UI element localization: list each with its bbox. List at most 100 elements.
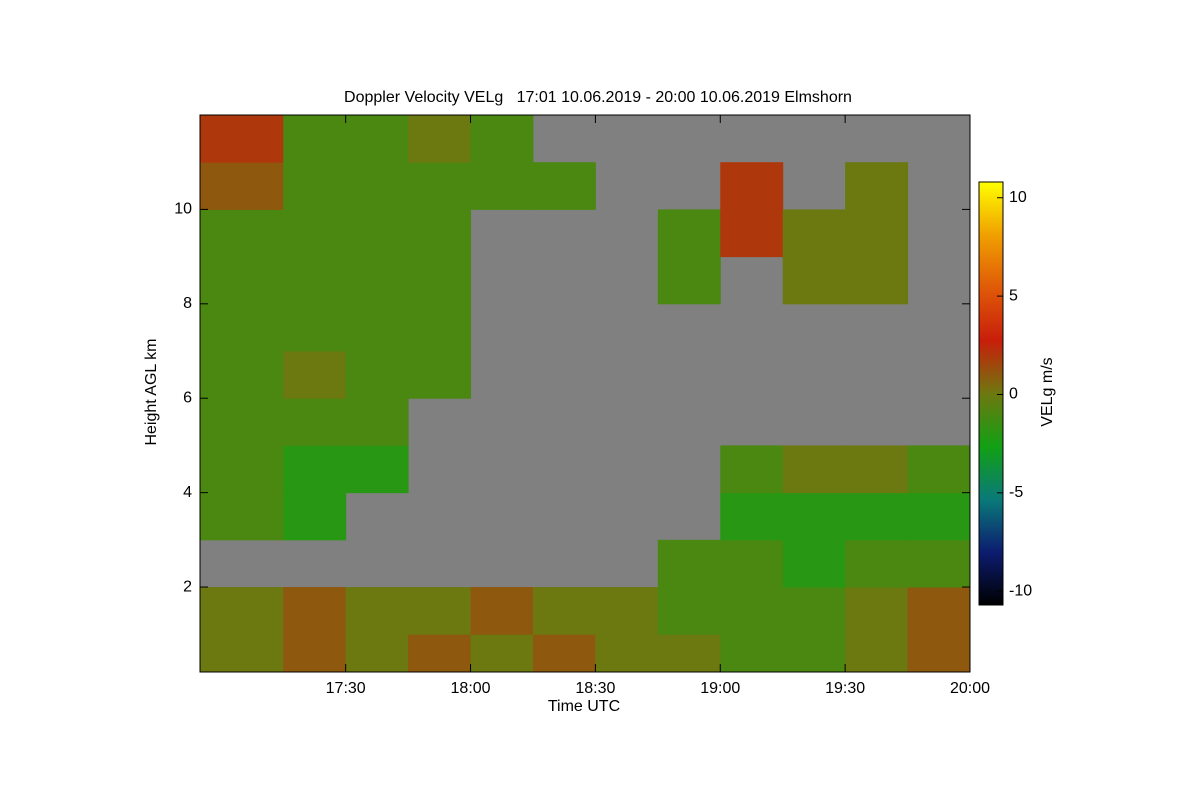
colorbar-tick-label: 5	[1009, 287, 1018, 304]
heatmap-cell	[657, 634, 721, 673]
heatmap-cell	[657, 256, 721, 305]
heatmap-cell	[907, 492, 971, 541]
heatmap-cell	[200, 209, 284, 258]
plot-frame	[199, 114, 971, 673]
heatmap-cell	[345, 351, 409, 399]
heatmap-cell	[283, 115, 347, 163]
heatmap-cell	[283, 398, 347, 446]
heatmap-cell	[345, 398, 409, 446]
heatmap-cell	[782, 256, 846, 305]
heatmap-cell	[720, 634, 784, 673]
y-tick-label: 2	[183, 578, 192, 595]
heatmap-cell	[283, 492, 347, 541]
heatmap-cell	[470, 634, 534, 673]
heatmap-cell	[657, 209, 721, 258]
heatmap-cell	[782, 209, 846, 258]
x-tick-label: 18:30	[575, 680, 615, 697]
x-tick-label: 20:00	[950, 680, 990, 697]
heatmap-cell	[782, 445, 846, 494]
colorbar-tick-label: -5	[1009, 484, 1023, 501]
heatmap-cell	[283, 256, 347, 305]
heatmap-cell	[200, 634, 284, 673]
x-tick-label: 19:30	[825, 680, 865, 697]
heatmap-cell	[532, 587, 596, 635]
heatmap-cell	[200, 256, 284, 305]
heatmap-cell	[200, 587, 284, 635]
heatmap-cell	[845, 256, 909, 305]
heatmap-cell	[345, 256, 409, 305]
y-tick-label: 6	[183, 389, 192, 406]
heatmap-cell	[345, 303, 409, 352]
heatmap-cell	[845, 634, 909, 673]
heatmap-cell	[657, 539, 721, 588]
heatmap-cell	[408, 162, 472, 210]
heatmap-cell	[782, 539, 846, 588]
heatmap-cell	[283, 587, 347, 635]
heatmap-cell	[907, 445, 971, 494]
chart-title: Doppler Velocity VELg 17:01 10.06.2019 -…	[344, 89, 852, 106]
x-axis-label: Time UTC	[548, 698, 620, 715]
heatmap-cell	[845, 492, 909, 541]
colorbar-tick-label: 10	[1009, 189, 1027, 206]
heatmap-cell	[283, 162, 347, 210]
heatmap-cell	[845, 445, 909, 494]
heatmap-cell	[283, 209, 347, 258]
heatmap-cell	[845, 209, 909, 258]
heatmap-cell	[782, 634, 846, 673]
heatmap-cell	[283, 445, 347, 494]
heatmap-cell	[408, 634, 472, 673]
heatmap-cell	[470, 587, 534, 635]
heatmap-cell	[345, 115, 409, 163]
heatmap-cell	[720, 539, 784, 588]
heatmap-cell	[200, 492, 284, 541]
y-axis-label: Height AGL km	[143, 338, 160, 445]
y-tick-label: 10	[174, 201, 192, 218]
heatmap-cell	[532, 634, 596, 673]
heatmap-cell	[345, 209, 409, 258]
heatmap-cell	[408, 209, 472, 258]
heatmap-cell	[408, 351, 472, 399]
heatmap-cell	[470, 115, 534, 163]
colorbar-tick-label: -10	[1009, 582, 1032, 599]
heatmap-cell	[200, 303, 284, 352]
heatmap-cell	[845, 587, 909, 635]
heatmap-cell	[200, 162, 284, 210]
x-tick-label: 19:00	[700, 680, 740, 697]
heatmap-cell	[200, 445, 284, 494]
x-tick-label: 18:00	[451, 680, 491, 697]
heatmap-cell	[345, 634, 409, 673]
heatmap-cell	[408, 303, 472, 352]
heatmap-cell	[283, 303, 347, 352]
heatmap-cell	[907, 539, 971, 588]
heatmap-cell	[408, 115, 472, 163]
heatmap-cell	[200, 351, 284, 399]
heatmap-cell	[720, 445, 784, 494]
heatmap-cell	[720, 209, 784, 258]
heatmap-cell	[200, 398, 284, 446]
heatmap-cell	[345, 587, 409, 635]
heatmap-cell	[283, 351, 347, 399]
heatmap-cell	[657, 587, 721, 635]
heatmap-cell	[595, 634, 659, 673]
heatmap-cell	[345, 162, 409, 210]
heatmap-cell	[408, 256, 472, 305]
heatmap-cell	[408, 587, 472, 635]
heatmap-cell	[720, 162, 784, 210]
heatmap-cell	[720, 492, 784, 541]
heatmap-cell	[907, 634, 971, 673]
heatmap-cell	[283, 634, 347, 673]
heatmap-cell	[200, 115, 284, 163]
y-tick-label: 4	[183, 484, 192, 501]
colorbar-label: VELg m/s	[1039, 357, 1056, 426]
heatmap-cell	[907, 587, 971, 635]
heatmap-cell	[782, 587, 846, 635]
heatmap-cell	[470, 162, 534, 210]
colorbar-tick-label: 0	[1009, 386, 1018, 403]
colorbar	[978, 181, 1004, 606]
x-tick-label: 17:30	[326, 680, 366, 697]
heatmap-cell	[595, 587, 659, 635]
heatmap-cell	[845, 539, 909, 588]
